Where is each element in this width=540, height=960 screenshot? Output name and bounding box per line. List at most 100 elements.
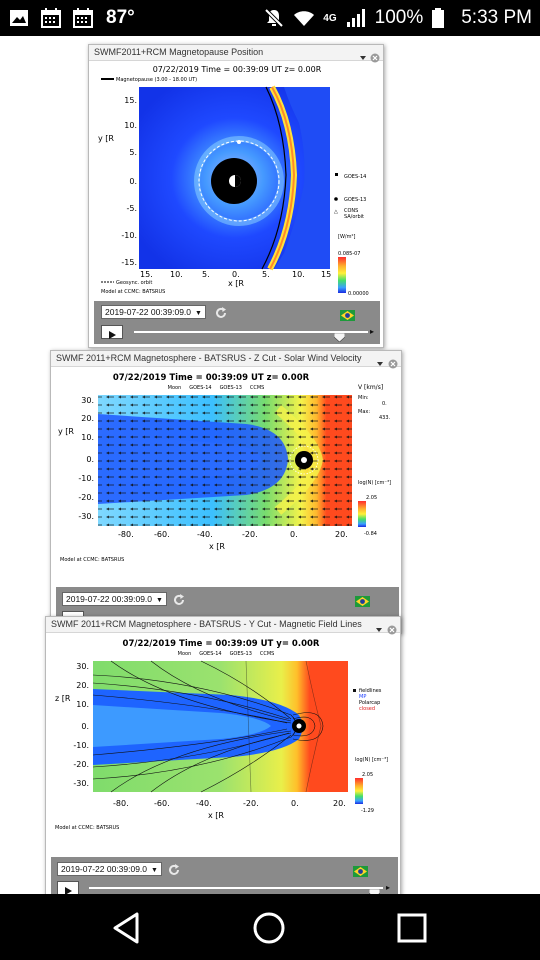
status-right: 4G 100% 5:33 PM [263, 6, 532, 30]
widget-header[interactable]: SWMF2011+RCM Magnetopause Position [89, 45, 383, 63]
legend-top: Magnetopause (3.00 - 18.00 UT) [116, 77, 197, 83]
y-axis-label: y [R [98, 134, 114, 143]
x-tick: -80. [118, 530, 134, 539]
refresh-icon[interactable] [172, 592, 186, 606]
x-tick: -20. [242, 530, 258, 539]
dropdown-caret-icon: ▼ [195, 310, 202, 317]
battery-icon [431, 7, 453, 29]
x-tick: 20. [335, 530, 348, 539]
brazil-flag-icon [353, 862, 368, 877]
plot-credit: Model at CCMC: BATSRUS [60, 557, 124, 563]
x-tick: -40. [196, 799, 212, 808]
colorbar-bottom: 0.00000 [348, 291, 369, 297]
recent-apps-icon[interactable] [392, 908, 432, 948]
close-icon[interactable] [387, 620, 397, 635]
navigation-bar [0, 894, 540, 960]
y-tick: -10. [78, 474, 94, 483]
clock-text: 5:33 PM [461, 7, 532, 28]
vector-max: 433. [379, 415, 391, 421]
y-tick: -15. [121, 258, 137, 267]
widget-title: SWMF2011+RCM Magnetopause Position [94, 47, 264, 57]
slider-end-marker: ▸ [370, 327, 375, 336]
colorbar-unit: [W/m²] [338, 234, 355, 240]
widget-header[interactable]: SWMF 2011+RCM Magnetosphere - BATSRUS - … [51, 351, 401, 369]
y-tick: -20. [78, 493, 94, 502]
calendar-icon [40, 7, 62, 29]
legend-bottom: Geosync. orbit [116, 280, 152, 286]
collapse-icon[interactable] [358, 48, 368, 60]
close-icon[interactable] [370, 48, 380, 63]
colorbar-top: 0.085-07 [338, 251, 360, 257]
y-tick: 20. [81, 414, 94, 423]
date-select-value: 2019-07-22 00:39:09.0 [61, 864, 148, 874]
y-axis-label: y [R [58, 427, 74, 436]
x-tick: 15. [140, 270, 153, 279]
date-select[interactable]: 2019-07-22 00:39:09.0 ▼ [101, 305, 206, 319]
x-tick: 0. [291, 799, 299, 808]
playback-controls: 2019-07-22 00:39:09.0▼ ▸ [94, 301, 380, 344]
collapse-icon[interactable] [375, 354, 385, 366]
x-tick: -80. [113, 799, 129, 808]
legend-polarcap: Polarcap [359, 700, 380, 706]
y-tick: -20. [73, 760, 89, 769]
x-axis-label: x [R [228, 279, 244, 288]
date-select-value: 2019-07-22 00:39:09.0 [66, 594, 153, 604]
y-tick: 0. [129, 177, 137, 186]
x-tick: 0. [290, 530, 298, 539]
y-tick: -30. [73, 779, 89, 788]
x-axis-label: x [R [209, 542, 225, 551]
plot-credit: Model at CCMC: BATSRUS [55, 825, 119, 831]
date-select[interactable]: 2019-07-22 00:39:09.0 ▼ [57, 862, 162, 876]
colorbar-bottom: -0.84 [364, 531, 377, 537]
x-tick: 10. [292, 270, 305, 279]
y-tick: -5. [126, 204, 137, 213]
colorbar [338, 257, 346, 293]
back-icon[interactable] [107, 908, 147, 948]
dropdown-caret-icon: ▼ [151, 867, 158, 874]
legend-moon: Moon [178, 651, 192, 657]
x-tick: -60. [154, 530, 170, 539]
gallery-icon [8, 7, 30, 29]
y-tick: 10. [76, 700, 89, 709]
y-tick: 10. [124, 121, 137, 130]
colorbar [355, 778, 363, 804]
colorbar-label: log(N) [cm⁻³] [355, 757, 388, 763]
refresh-icon[interactable] [214, 305, 228, 319]
play-button[interactable] [57, 881, 79, 895]
y-tick: 30. [76, 662, 89, 671]
plot-credit: Model at CCMC: BATSRUS [101, 289, 165, 295]
plot-header: 07/22/2019 Time = 00:39:09 UT z= 0.00R [153, 65, 322, 74]
solar-wind-velocity-widget: SWMF 2011+RCM Magnetosphere - BATSRUS - … [50, 350, 402, 634]
legend-mp: MP [359, 694, 366, 700]
calendar-icon-2 [72, 7, 94, 29]
legend-ccms: CCMS [260, 651, 274, 657]
legend-goes13: GOES-13 [220, 385, 242, 391]
time-slider-track[interactable] [89, 887, 383, 889]
x-tick: 15 [321, 270, 331, 279]
y-tick: 0. [81, 722, 89, 731]
home-icon[interactable] [249, 908, 289, 948]
vector-min-label: Min: [358, 395, 369, 401]
status-bar: 87° 4G 100% 5:33 PM [0, 0, 540, 36]
widget-header[interactable]: SWMF 2011+RCM Magnetosphere - BATSRUS - … [46, 617, 400, 635]
y-tick: -10. [121, 231, 137, 240]
play-button[interactable] [101, 325, 123, 339]
refresh-icon[interactable] [167, 862, 181, 876]
svg-text:△: △ [334, 209, 338, 215]
x-tick: -40. [197, 530, 213, 539]
legend-goes14: GOES-14 [344, 174, 366, 180]
legend-top: Moon GOES-14 GOES-13 CCMS [178, 651, 275, 657]
magnetopause-plot: 07/22/2019 Time = 00:39:09 UT z= 0.00R M… [94, 63, 380, 299]
mute-icon [263, 7, 285, 29]
time-slider-thumb[interactable] [334, 327, 346, 343]
browser-viewport: SWMF2011+RCM Magnetopause Position [0, 36, 540, 905]
colorbar-bottom: -1.29 [361, 808, 374, 814]
time-slider-thumb[interactable] [368, 883, 380, 899]
x-tick: -60. [154, 799, 170, 808]
date-select-value: 2019-07-22 00:39:09.0 [105, 307, 192, 317]
date-select[interactable]: 2019-07-22 00:39:09.0 ▼ [62, 592, 167, 606]
time-slider-track[interactable] [134, 331, 368, 333]
collapse-icon[interactable] [374, 620, 384, 632]
close-icon[interactable] [388, 354, 398, 369]
legend-goes13: GOES-13 [344, 197, 366, 203]
